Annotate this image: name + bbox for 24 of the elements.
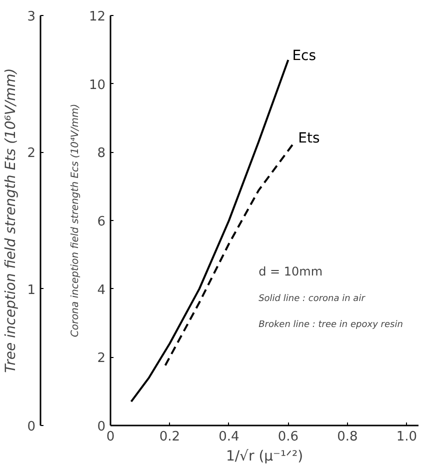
y-axis-title: Corona inception field strength Ecs (10⁴V/mm) (70, 104, 81, 338)
y-tick-label: 6 (97, 214, 106, 230)
annotation: d = 10mm (258, 264, 323, 279)
y-tick-label: 4 (97, 282, 106, 298)
annotation: Solid line : corona in air (258, 294, 366, 304)
y-tick-label: 12 (88, 10, 106, 24)
x-tick-label: 0.2 (159, 430, 180, 444)
y2-axis-title: Tree inception field strength Ets (10⁶V/mm) (3, 68, 20, 373)
y2-tick-label: 3 (27, 10, 36, 24)
y2-tick-label: 1 (27, 282, 36, 298)
series-label: Ets (298, 130, 320, 147)
y-tick-label: 8 (97, 146, 106, 162)
y-tick-label: 0 (97, 420, 106, 434)
x-tick-label: 1.0 (396, 430, 418, 444)
annotation: Broken line : tree in epoxy resin (258, 320, 404, 330)
series-label: Ecs (292, 48, 316, 64)
y-tick-label: 2 (97, 351, 106, 366)
y2-tick-label: 2 (27, 146, 36, 162)
y-tick-label: 10 (88, 78, 106, 93)
x-tick-label: 0.4 (218, 430, 240, 444)
x-tick-label: 0.8 (337, 430, 358, 444)
x-tick-label: 0.6 (278, 430, 299, 444)
x-axis-title: 1/√r (μ⁻¹ᐟ²) (226, 448, 304, 464)
y2-tick-label: 0 (27, 420, 36, 434)
